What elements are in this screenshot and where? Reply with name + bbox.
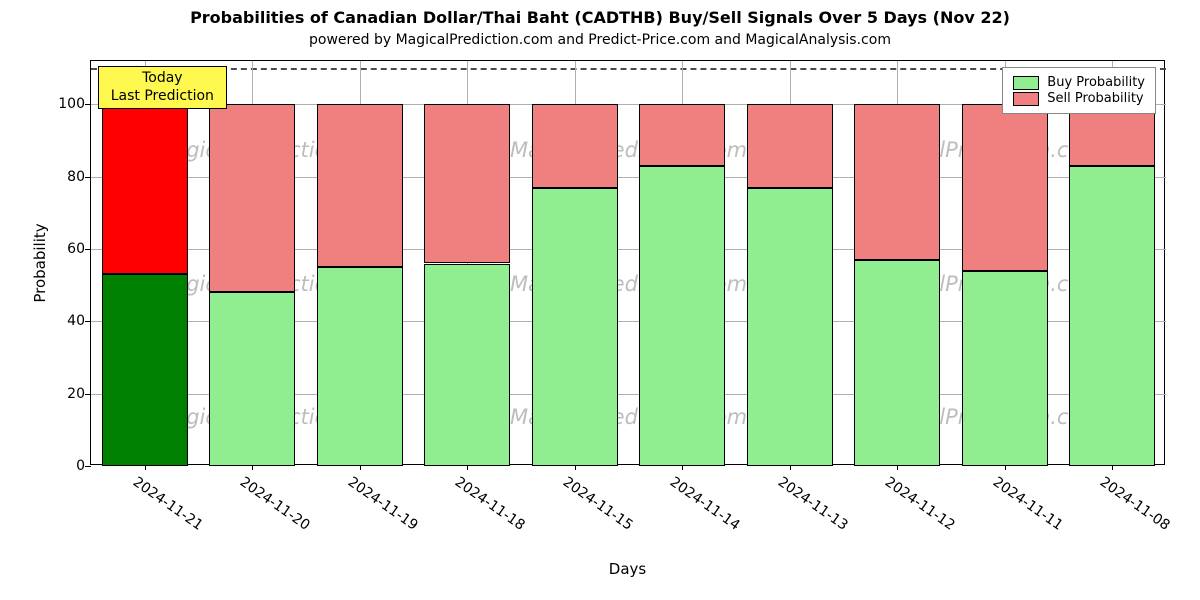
sell-bar <box>854 104 940 259</box>
sell-bar <box>962 104 1048 270</box>
buy-bar <box>317 267 403 466</box>
today-callout-line1: Today <box>111 70 214 88</box>
plot-area: 020406080100MagicalPrediction.comMagical… <box>90 60 1165 465</box>
buy-bar <box>532 188 618 466</box>
legend-item-buy: Buy Probability <box>1013 75 1145 90</box>
chart-subtitle: powered by MagicalPrediction.com and Pre… <box>0 32 1200 48</box>
xtick-label: 2024-11-14 <box>667 474 743 534</box>
xtick-label: 2024-11-13 <box>775 474 851 534</box>
buy-bar <box>639 166 725 466</box>
figure: Probabilities of Canadian Dollar/Thai Ba… <box>0 0 1200 600</box>
buy-bar <box>102 274 188 466</box>
legend: Buy ProbabilitySell Probability <box>1002 67 1156 114</box>
xtick-label: 2024-11-21 <box>130 474 206 534</box>
ytick-label: 20 <box>67 386 91 402</box>
xtick-label: 2024-11-12 <box>882 474 958 534</box>
ytick-label: 80 <box>67 169 91 185</box>
ytick-label: 0 <box>76 458 91 474</box>
sell-bar <box>639 104 725 165</box>
xtick-label: 2024-11-11 <box>990 474 1066 534</box>
ytick-label: 60 <box>67 241 91 257</box>
legend-label-buy: Buy Probability <box>1047 75 1145 90</box>
sell-bar <box>424 104 510 263</box>
buy-bar <box>747 188 833 466</box>
sell-bar <box>209 104 295 292</box>
sell-bar <box>747 104 833 187</box>
xtick-label: 2024-11-18 <box>452 474 528 534</box>
sell-bar <box>532 104 618 187</box>
buy-bar <box>854 260 940 466</box>
y-axis-label: Probability <box>31 223 49 302</box>
buy-bar <box>1069 166 1155 466</box>
sell-bar <box>317 104 403 267</box>
x-axis-label: Days <box>609 560 646 578</box>
buy-bar <box>424 264 510 467</box>
legend-swatch-buy <box>1013 76 1039 90</box>
buy-bar <box>962 271 1048 466</box>
sell-bar <box>102 104 188 274</box>
ytick-label: 100 <box>58 96 91 112</box>
ytick-label: 40 <box>67 313 91 329</box>
chart-title: Probabilities of Canadian Dollar/Thai Ba… <box>0 8 1200 27</box>
legend-item-sell: Sell Probability <box>1013 91 1145 106</box>
xtick-label: 2024-11-08 <box>1097 474 1173 534</box>
buy-bar <box>209 292 295 466</box>
today-callout-line2: Last Prediction <box>111 88 214 106</box>
legend-swatch-sell <box>1013 92 1039 106</box>
today-callout: TodayLast Prediction <box>98 66 227 109</box>
xtick-label: 2024-11-19 <box>345 474 421 534</box>
xtick-label: 2024-11-20 <box>237 474 313 534</box>
xtick-label: 2024-11-15 <box>560 474 636 534</box>
legend-label-sell: Sell Probability <box>1047 91 1143 106</box>
